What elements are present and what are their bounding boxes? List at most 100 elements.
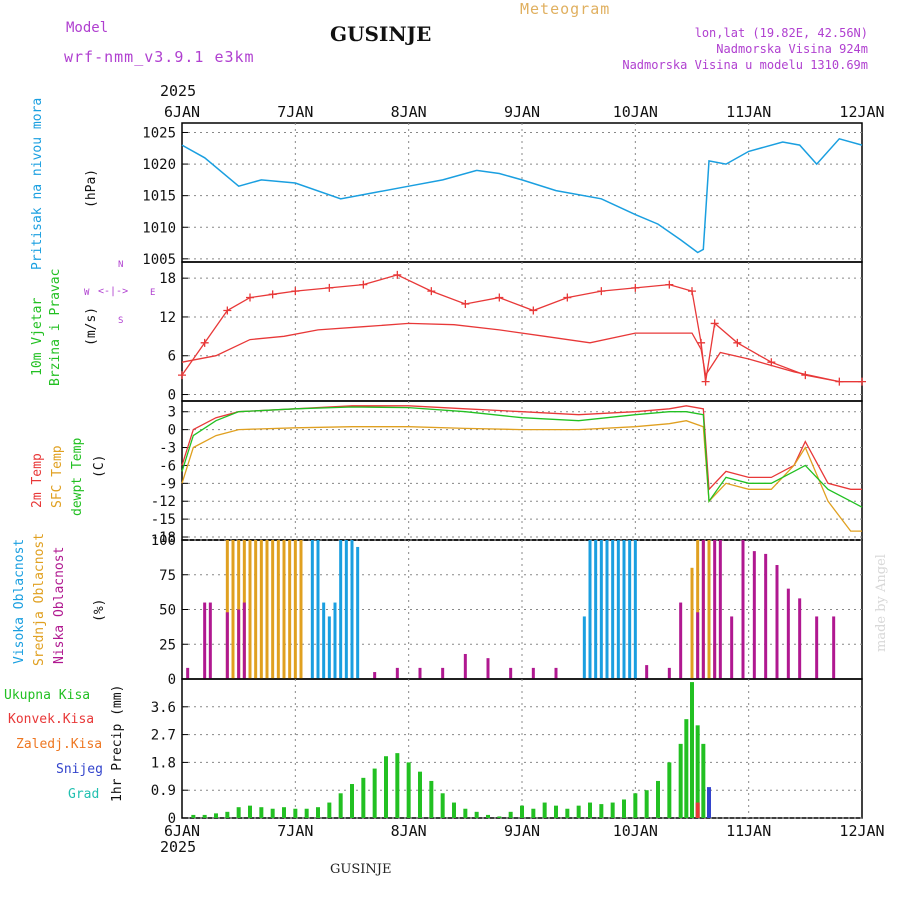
bar-mid_cloud [690,567,694,679]
xtick-label-pressure: 7JAN [277,103,313,121]
series-line-dewpt [181,406,863,508]
gust-marker [710,319,719,328]
bar-total_precip [350,784,354,818]
ytick-label-clouds: 25 [159,637,176,653]
bar-total_precip [565,808,570,818]
conv-precip-legend: Konvek.Kisa [8,712,95,727]
bar-high_cloud [344,540,348,679]
ytick-label-wind: 6 [168,349,176,365]
bar-total_precip [191,814,196,818]
bar-total_precip [542,802,547,818]
ytick-label-wind: 0 [168,388,176,404]
gust-marker [427,287,436,296]
ytick-label-pressure: 1015 [142,189,176,205]
lonlat-label: lon,lat (19.82E, 42.56N) [694,26,868,40]
bar-total_precip [327,802,332,818]
bar-low_cloud [242,602,246,679]
bar-total_precip [316,807,320,818]
xtick-label-precip: 12JAN [839,822,884,840]
bar-low_cloud [730,616,734,679]
gust-marker [835,377,844,386]
bar-total_precip [361,777,366,818]
bar-total_precip [701,743,706,818]
bar-mid_cloud [265,540,269,679]
ytick-label-pressure: 1005 [142,252,176,268]
bar-total_precip [372,768,377,818]
bar-low_cloud [832,616,836,679]
bar-total_precip [384,756,388,818]
bar-total_precip [304,808,309,818]
ytick-label-wind: 18 [159,271,176,287]
gust-marker [733,338,742,347]
gust-marker [701,377,710,386]
gust-marker [767,358,776,367]
bar-total_precip [248,805,252,818]
bar-total_precip [259,807,264,818]
ytick-label-clouds: 100 [151,533,176,549]
model-label: Model [66,20,109,36]
bar-low_cloud [186,667,190,679]
ytick-label-temperature: -12 [151,494,176,510]
bar-total_precip [633,793,638,818]
bar-high_cloud [350,540,354,679]
bar-total_precip [270,808,275,818]
gust-marker [563,293,572,302]
bar-mid_cloud [288,540,292,679]
bar-high_cloud [622,540,626,679]
panel-frame-wind [181,261,863,402]
bar-total_precip [225,811,230,818]
gust-marker [291,287,300,296]
freezing-legend: Zaledj.Kisa [16,737,103,752]
xtick-label-precip: 11JAN [726,822,771,840]
bar-total_precip [622,799,626,818]
ytick-label-temperature: -15 [151,512,176,528]
bar-total_precip [588,802,592,818]
bar-low_cloud [798,598,802,679]
gust-marker [697,338,706,347]
xtick-label-pressure: 12JAN [839,103,884,121]
snow-legend: Snijeg [56,762,103,777]
gust-marker [359,280,368,289]
altitude-label: Nadmorska Visina 924m [716,42,868,56]
series-line-pressure [181,137,863,254]
bar-high_cloud [333,602,337,679]
bar-low_cloud [225,612,229,679]
bar-low_cloud [718,540,722,679]
bar-high_cloud [633,540,637,679]
bar-mid_cloud [248,540,252,679]
bar-high_cloud [356,546,360,679]
bar-mid_cloud [293,540,297,679]
bar-high_cloud [582,616,586,679]
bar-total_precip [338,793,343,818]
ytick-label-clouds: 0 [168,672,176,688]
gust-marker [495,293,504,302]
bar-total_precip [418,771,422,818]
bar-mid_cloud [707,540,711,679]
bar-low_cloud [373,672,377,679]
bar-mid_cloud [696,540,700,679]
gust-marker [688,287,696,296]
ytick-label-temperature: 3 [168,405,176,421]
bar-low_cloud [418,667,422,679]
compass-east: E [150,288,156,298]
bar-mid_cloud [259,540,263,679]
bar-high_cloud [316,540,320,679]
compass-arrows: <-|-> [98,286,129,297]
bar-high_cloud [327,616,331,679]
bar-high_cloud [588,540,592,679]
ytick-label-precip: 2.7 [151,728,176,744]
bar-total_precip [554,805,558,818]
bar-mid_cloud [282,540,286,679]
bar-low_cloud [701,540,705,679]
ytick-label-temperature: -6 [159,458,176,474]
ytick-label-clouds: 50 [159,603,176,619]
series-line-sfc [181,420,862,532]
xtick-label-pressure: 8JAN [391,103,427,121]
year-top: 2025 [160,82,197,100]
gust-marker [801,371,810,380]
bar-low_cloud [764,553,768,679]
ytick-label-pressure: 1025 [142,125,176,141]
bar-low_cloud [645,665,649,679]
